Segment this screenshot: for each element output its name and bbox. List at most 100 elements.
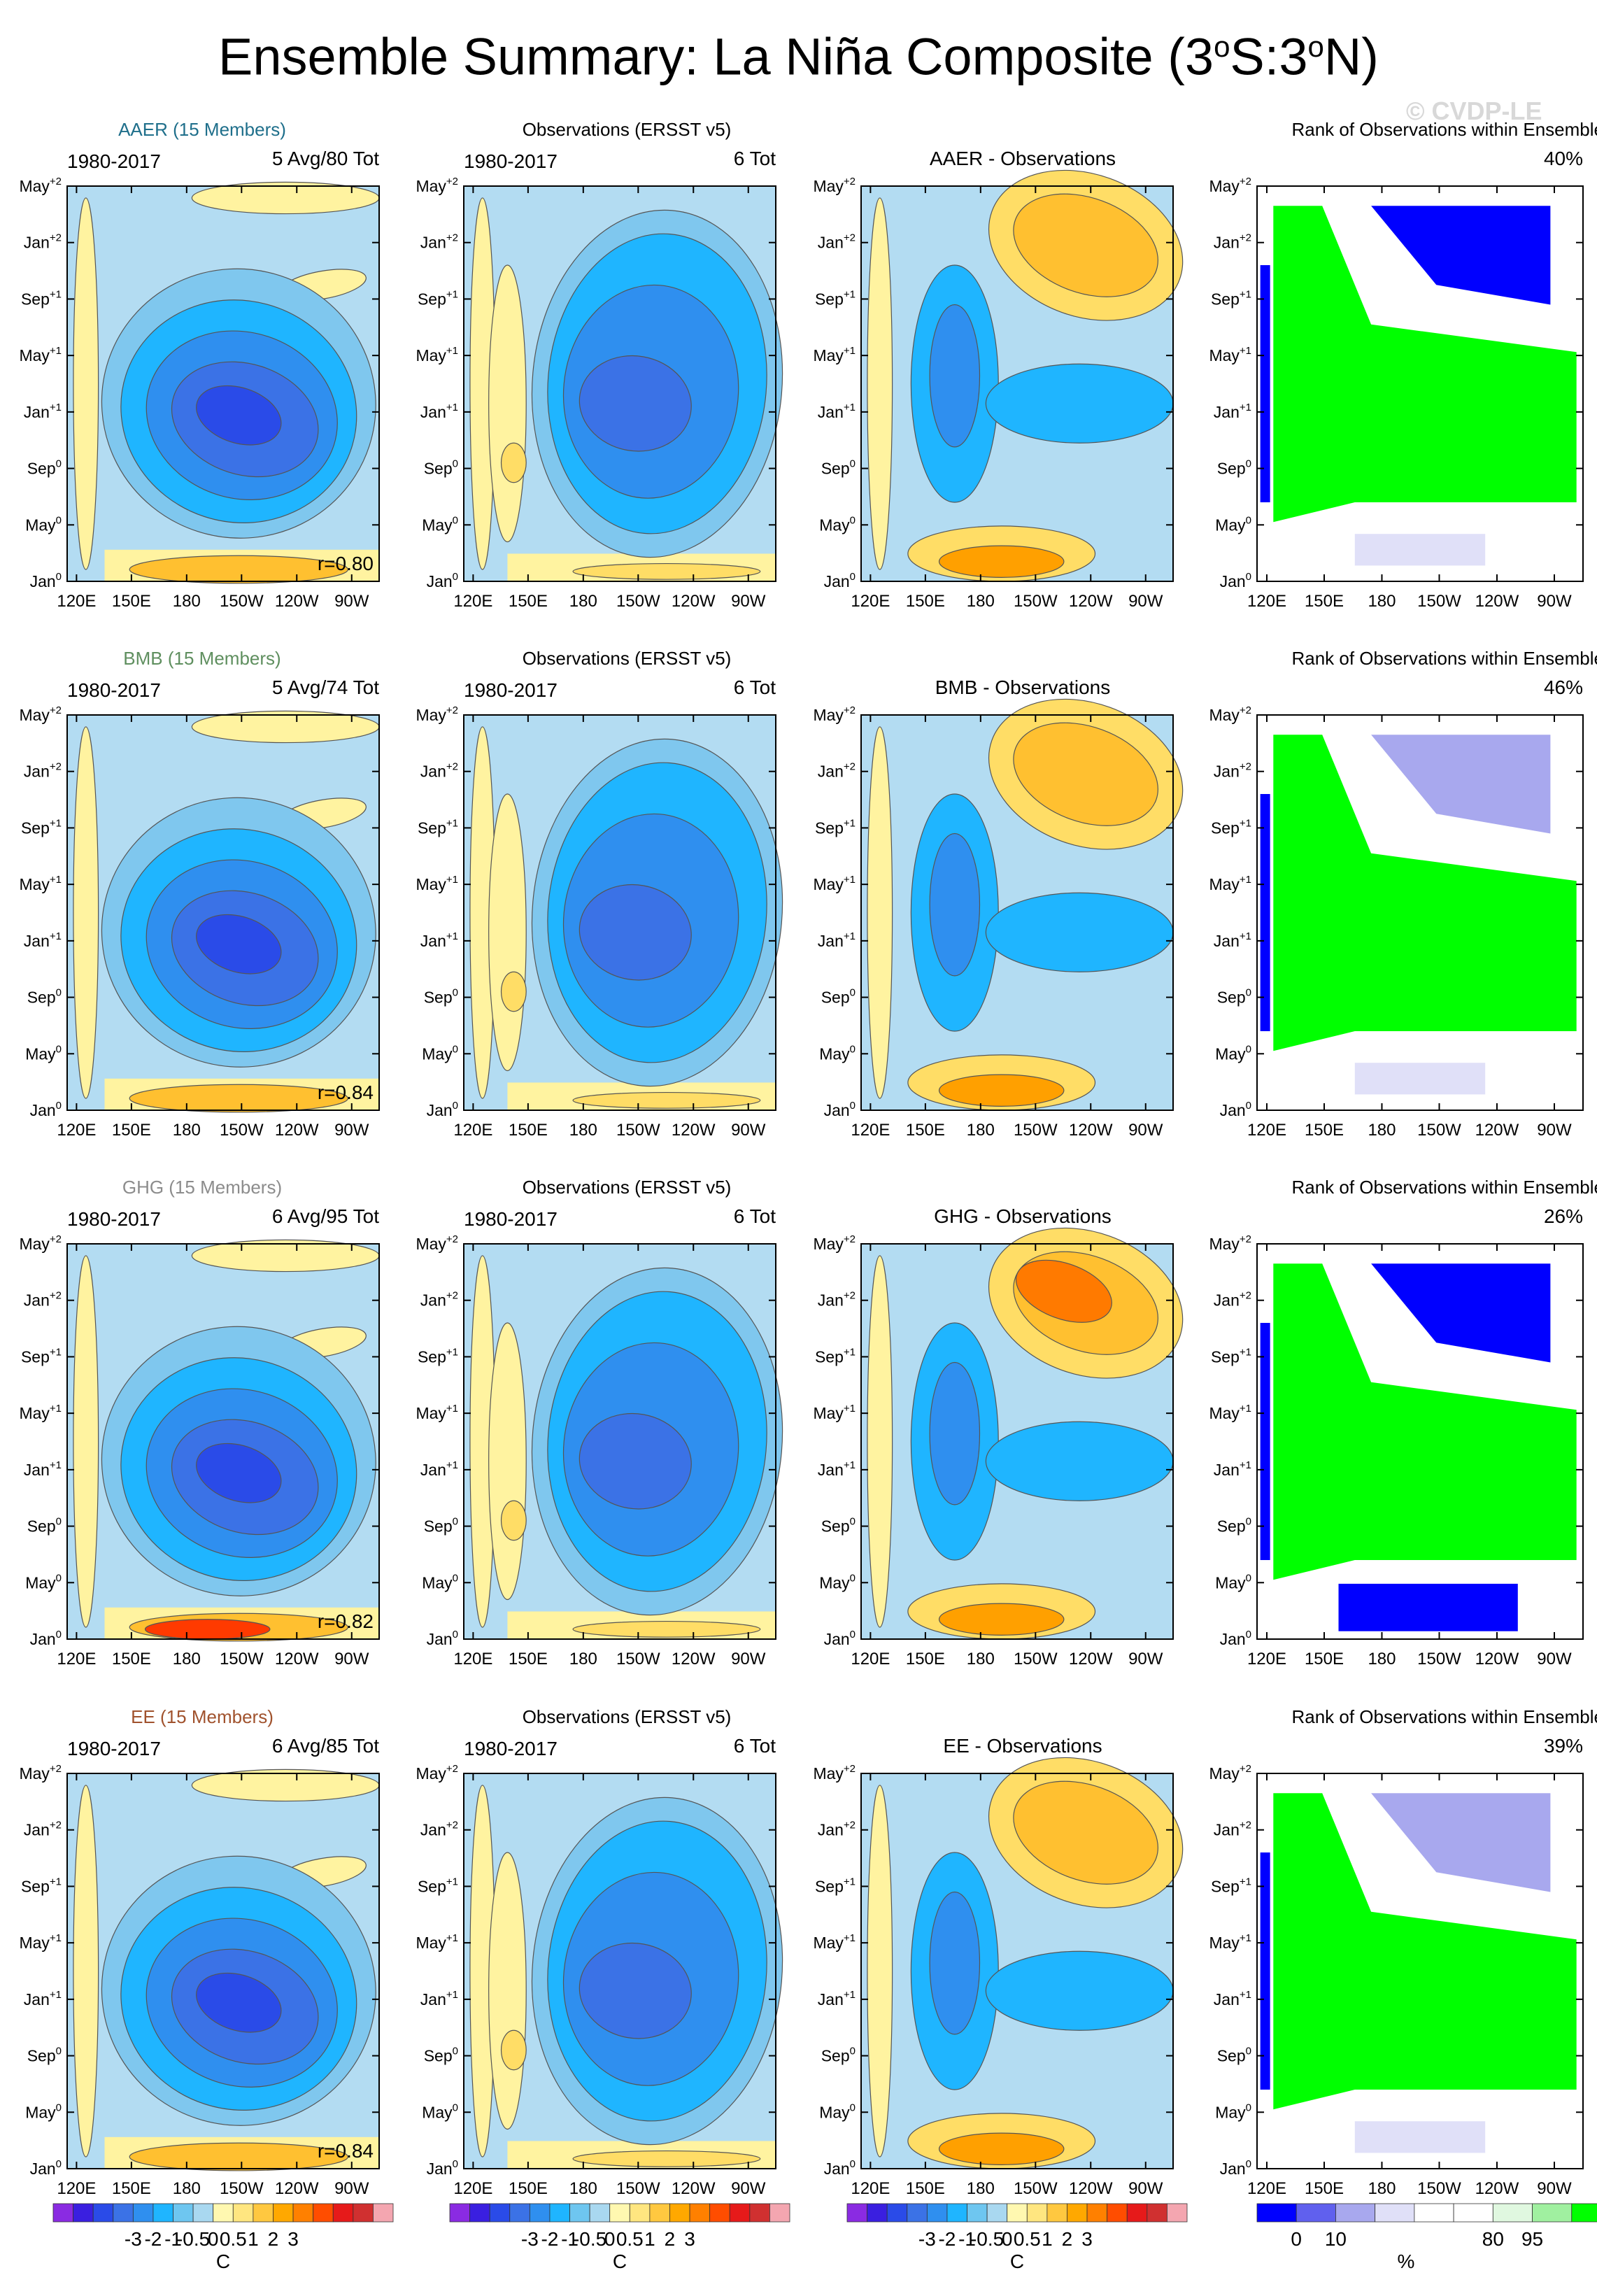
x-tick-label: 90W	[731, 1121, 766, 1140]
y-tick-label: May+2	[1209, 1233, 1251, 1253]
rank-pale-bottom	[1354, 534, 1486, 566]
y-tick-label: May+1	[416, 874, 458, 893]
x-tick-label: 150W	[616, 592, 660, 611]
y-tick-label: May+1	[813, 1403, 856, 1422]
plot-frame	[860, 1773, 1174, 2169]
cold-diff-east	[985, 363, 1174, 444]
x-tick-label: 120W	[275, 1650, 319, 1668]
y-tick-label: Sep+1	[21, 817, 62, 837]
x-tick-label: 150E	[906, 2179, 945, 2198]
cold-diff-east	[985, 1421, 1174, 1501]
x-tick-label: 180	[569, 592, 597, 611]
y-tick-label: Sep0	[27, 987, 62, 1007]
colorbar-label: 0.5	[220, 2228, 247, 2250]
x-tick-label: 150E	[509, 1121, 548, 1140]
pattern-correlation: r=0.84	[318, 2140, 374, 2162]
rank-title: Rank of Observations within Ensemble	[1291, 119, 1597, 140]
y-tick-label: May+2	[416, 1233, 458, 1253]
y-tick-label: May+1	[416, 1932, 458, 1952]
y-tick-label: Sep+1	[815, 1876, 856, 1895]
y-tick-label: May0	[25, 514, 62, 534]
y-tick-label: May0	[819, 514, 856, 534]
rank-green-region	[1273, 735, 1577, 1051]
y-tick-label: Jan+2	[24, 232, 62, 252]
warm-strip	[73, 1785, 99, 2157]
colorbar-swatch	[729, 2203, 751, 2223]
y-tick-label: Jan0	[1220, 2158, 1251, 2178]
rank-blue-region	[1371, 735, 1551, 834]
y-tick-label: Jan0	[1220, 1100, 1251, 1119]
x-tick-label: 120W	[1475, 1650, 1519, 1668]
cold-layer-5	[196, 1972, 282, 2033]
colorbar-swatch	[589, 2203, 611, 2223]
colorbar-label: -2	[938, 2228, 956, 2250]
obs-count: 6 Tot	[734, 1205, 776, 1227]
x-tick-label: 150W	[616, 1650, 660, 1668]
colorbar-swatch	[353, 2203, 374, 2223]
colorbar-label: -0.5	[970, 2228, 1004, 2250]
x-tick-label: 90W	[1537, 1650, 1572, 1668]
y-tick-label: May0	[422, 2102, 458, 2121]
x-tick-label: 150E	[906, 592, 945, 611]
y-tick-label: May+2	[1209, 176, 1251, 195]
colorbar-swatch	[1026, 2203, 1048, 2223]
colorbar-label: 1	[1042, 2228, 1053, 2250]
panel-r2-c3: Rank of Observations within Ensemble 26% J…	[1209, 1177, 1597, 1668]
y-tick-label: May0	[1215, 2102, 1251, 2121]
colorbar-swatch	[1532, 2203, 1573, 2223]
colorbar-swatch	[1046, 2203, 1067, 2223]
cold-layer-5	[196, 1443, 282, 1503]
warm-strip	[867, 1255, 893, 1628]
rank-blue-strip	[1260, 1852, 1270, 2090]
rank-percent: 39%	[1544, 1735, 1583, 1757]
y-tick-label: May+2	[416, 176, 458, 195]
period-label: 1980-2017	[67, 1208, 161, 1230]
x-tick-label: 120W	[1475, 592, 1519, 611]
y-tick-label: Jan+1	[24, 1459, 62, 1479]
x-tick-label: 150E	[112, 1121, 151, 1140]
colorbar-swatch	[886, 2203, 908, 2223]
colorbar-swatch	[73, 2203, 94, 2223]
y-tick-label: May+1	[1209, 874, 1251, 893]
x-tick-label: 90W	[1537, 2179, 1572, 2198]
colorbar-swatch	[332, 2203, 354, 2223]
hot-core	[144, 1619, 271, 1640]
obs-period: 1980-2017	[464, 150, 558, 172]
colorbar-swatch	[489, 2203, 511, 2223]
y-tick-label: May0	[422, 1572, 458, 1592]
x-tick-label: 180	[173, 1121, 201, 1140]
colorbar-label: 1	[248, 2228, 259, 2250]
x-tick-label: 150W	[1014, 2179, 1058, 2198]
x-tick-label: 120W	[672, 592, 716, 611]
y-tick-label: May+2	[416, 1763, 458, 1783]
warm-spot	[500, 442, 527, 483]
x-tick-label: 150E	[112, 2179, 151, 2198]
rank-blue-bottom	[1338, 1583, 1518, 1631]
y-tick-label: Sep0	[424, 2046, 458, 2065]
colorbar-swatch	[273, 2203, 294, 2223]
colorbar-swatch	[173, 2203, 194, 2223]
warm-diff-top-core	[1013, 193, 1158, 297]
colorbar-swatch	[1571, 2203, 1597, 2223]
warm-core	[129, 2142, 348, 2171]
y-tick-label: May0	[422, 514, 458, 534]
y-tick-label: Sep+1	[418, 1876, 458, 1895]
x-tick-label: 120E	[57, 2179, 96, 2198]
colorbar-swatch	[907, 2203, 928, 2223]
warm-west	[488, 1852, 527, 2130]
rank-blue-strip	[1260, 1323, 1270, 1560]
y-tick-label: May+2	[19, 1233, 62, 1253]
sst-colorbar-0: -3 -2 -1-0.50 0.5 1 2 3 C	[52, 2203, 394, 2272]
plot-frame	[860, 185, 1174, 582]
y-tick-label: Sep0	[821, 1516, 856, 1536]
x-tick-label: 150E	[112, 1650, 151, 1668]
y-tick-label: Sep+1	[815, 817, 856, 837]
colorbar-swatch	[846, 2203, 867, 2223]
x-tick-label: 120W	[1069, 2179, 1113, 2198]
x-tick-label: 120W	[1475, 2179, 1519, 2198]
colorbar-swatch	[649, 2203, 670, 2223]
colorbar-label: 2	[1062, 2228, 1073, 2250]
rank-blue-region	[1371, 1793, 1551, 1892]
warm-core	[129, 1084, 348, 1113]
plot-frame	[1256, 714, 1584, 1111]
